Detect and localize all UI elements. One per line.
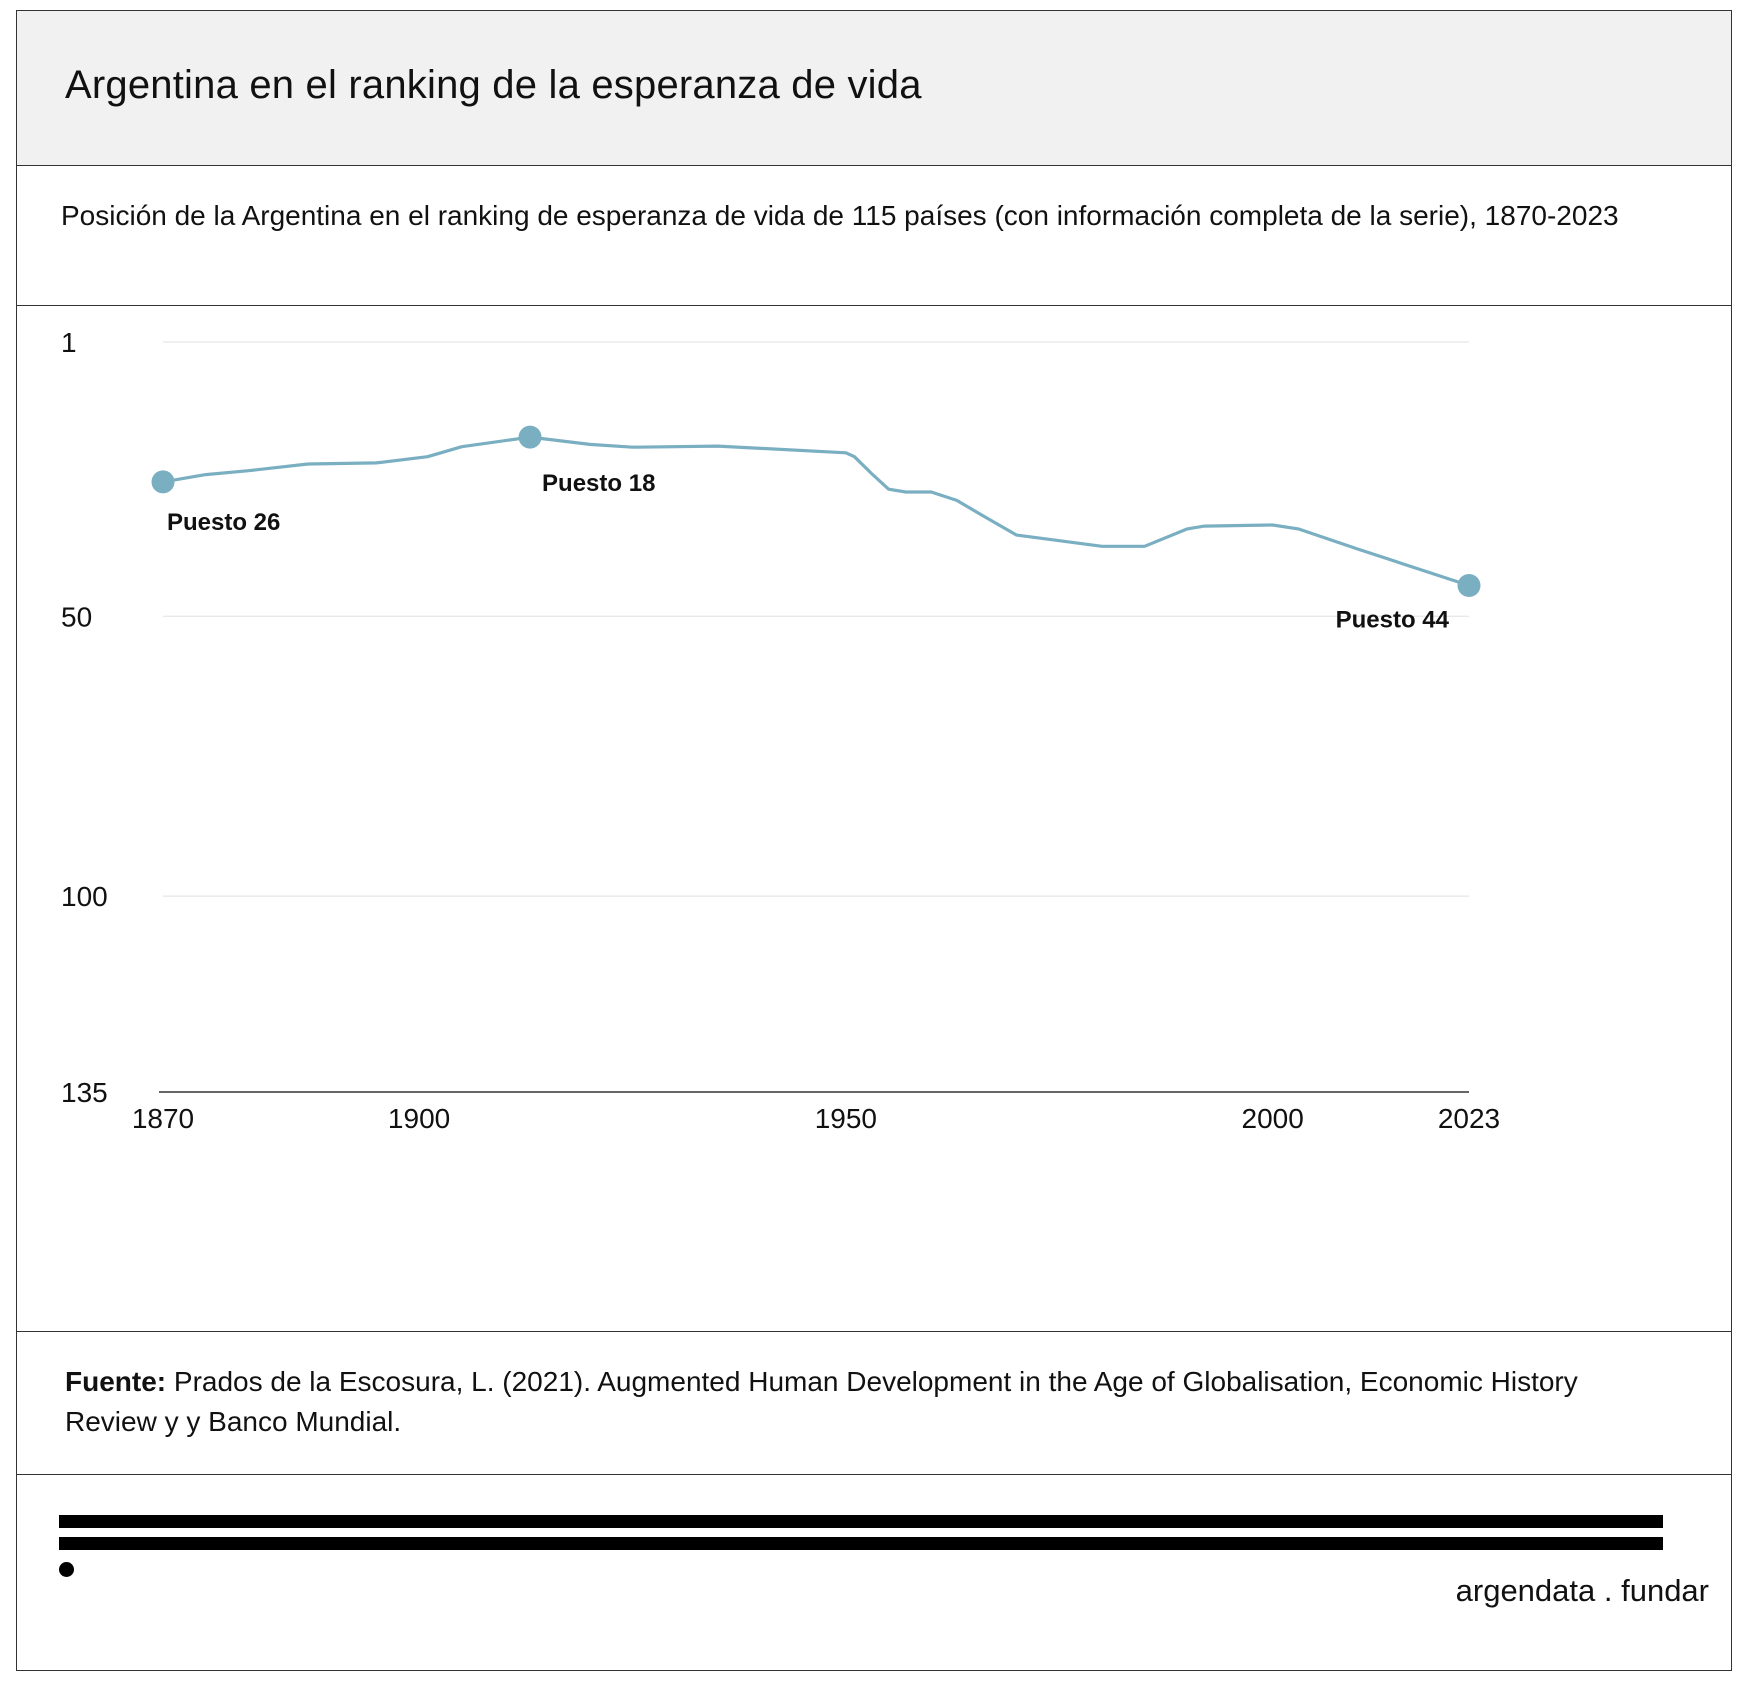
y-tick-label: 100 <box>61 881 108 912</box>
brand-logo-text: argendata . fundar <box>1455 1573 1709 1608</box>
brand-bar-top <box>59 1515 1663 1528</box>
y-tick-label: 50 <box>61 601 92 632</box>
y-tick-label: 135 <box>61 1077 108 1108</box>
data-point-label: Puesto 26 <box>167 509 280 536</box>
data-point-marker <box>518 425 542 449</box>
data-point-marker <box>151 470 175 494</box>
page-title: Argentina en el ranking de la esperanza … <box>65 63 922 107</box>
annotations: Puesto 26 Puesto 18 Puesto 44 <box>151 425 1481 633</box>
chart-subtitle: Posición de la Argentina en el ranking d… <box>61 200 1619 231</box>
series-line <box>161 435 1471 588</box>
source-box: Fuente: Prados de la Escosura, L. (2021)… <box>17 1331 1731 1475</box>
x-tick-label: 1950 <box>815 1103 877 1134</box>
y-tick-label: 1 <box>61 327 77 358</box>
data-point-marker <box>1457 573 1481 597</box>
brand-bar-bottom <box>59 1537 1663 1550</box>
brand-dot <box>59 1562 74 1577</box>
x-tick-label: 1870 <box>132 1103 194 1134</box>
header: Argentina en el ranking de la esperanza … <box>17 11 1731 166</box>
source-label: Fuente: <box>65 1366 167 1397</box>
source-note: Fuente: Prados de la Escosura, L. (2021)… <box>65 1362 1625 1442</box>
grid-lines <box>163 341 1469 897</box>
series <box>161 435 1471 588</box>
subtitle-box: Posición de la Argentina en el ranking d… <box>17 166 1731 306</box>
axes: 1 50 100 135 1870 1900 1950 2000 2023 <box>61 327 1500 1134</box>
chart-card: Argentina en el ranking de la esperanza … <box>16 10 1732 1671</box>
source-text: Prados de la Escosura, L. (2021). Augmen… <box>65 1366 1578 1437</box>
x-tick-label: 1900 <box>388 1103 450 1134</box>
x-tick-label: 2023 <box>1438 1103 1500 1134</box>
x-tick-label: 2000 <box>1242 1103 1304 1134</box>
data-point-label: Puesto 18 <box>542 470 655 497</box>
data-point-label: Puesto 44 <box>1336 606 1450 633</box>
